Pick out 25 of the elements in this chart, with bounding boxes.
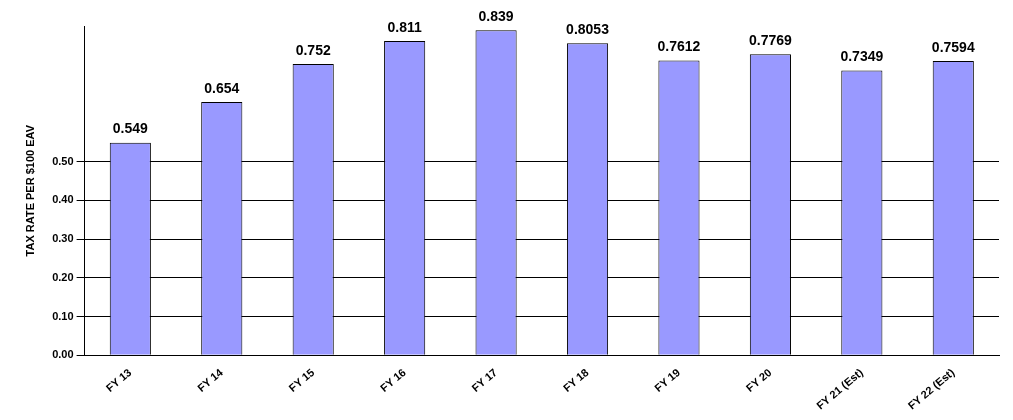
y-tick-label: 0.00 <box>52 348 74 361</box>
data-label: 0.654 <box>204 79 240 96</box>
y-tick-label: 0.10 <box>52 309 74 322</box>
data-label: 0.7612 <box>657 38 701 55</box>
data-label: 0.8053 <box>566 21 610 38</box>
data-label: 0.752 <box>295 41 331 58</box>
x-tick-label: FY 20 <box>743 366 774 394</box>
x-tick-label: FY 16 <box>377 366 408 394</box>
x-tick-label: FY 14 <box>194 365 226 394</box>
y-tick-label: 0.50 <box>52 154 74 167</box>
x-tick-label: FY 17 <box>469 366 500 394</box>
x-tick-label: FY 19 <box>652 366 683 394</box>
x-tick-label: FY 18 <box>560 366 591 394</box>
y-tick-label: 0.40 <box>52 193 74 206</box>
y-tick-label: 0.20 <box>52 270 74 283</box>
data-label: 0.7769 <box>748 32 793 49</box>
y-axis-title: TAX RATE PER $100 EAV <box>23 124 36 257</box>
x-tick-label: FY 13 <box>103 366 134 394</box>
data-label: 0.839 <box>478 8 514 25</box>
data-label: 0.811 <box>387 18 422 35</box>
x-tick-label: FY 15 <box>286 366 317 394</box>
data-label: 0.7594 <box>931 38 975 55</box>
y-tick-label: 0.30 <box>52 232 74 245</box>
data-label: 0.549 <box>112 120 149 137</box>
data-label: 0.7349 <box>840 48 884 65</box>
